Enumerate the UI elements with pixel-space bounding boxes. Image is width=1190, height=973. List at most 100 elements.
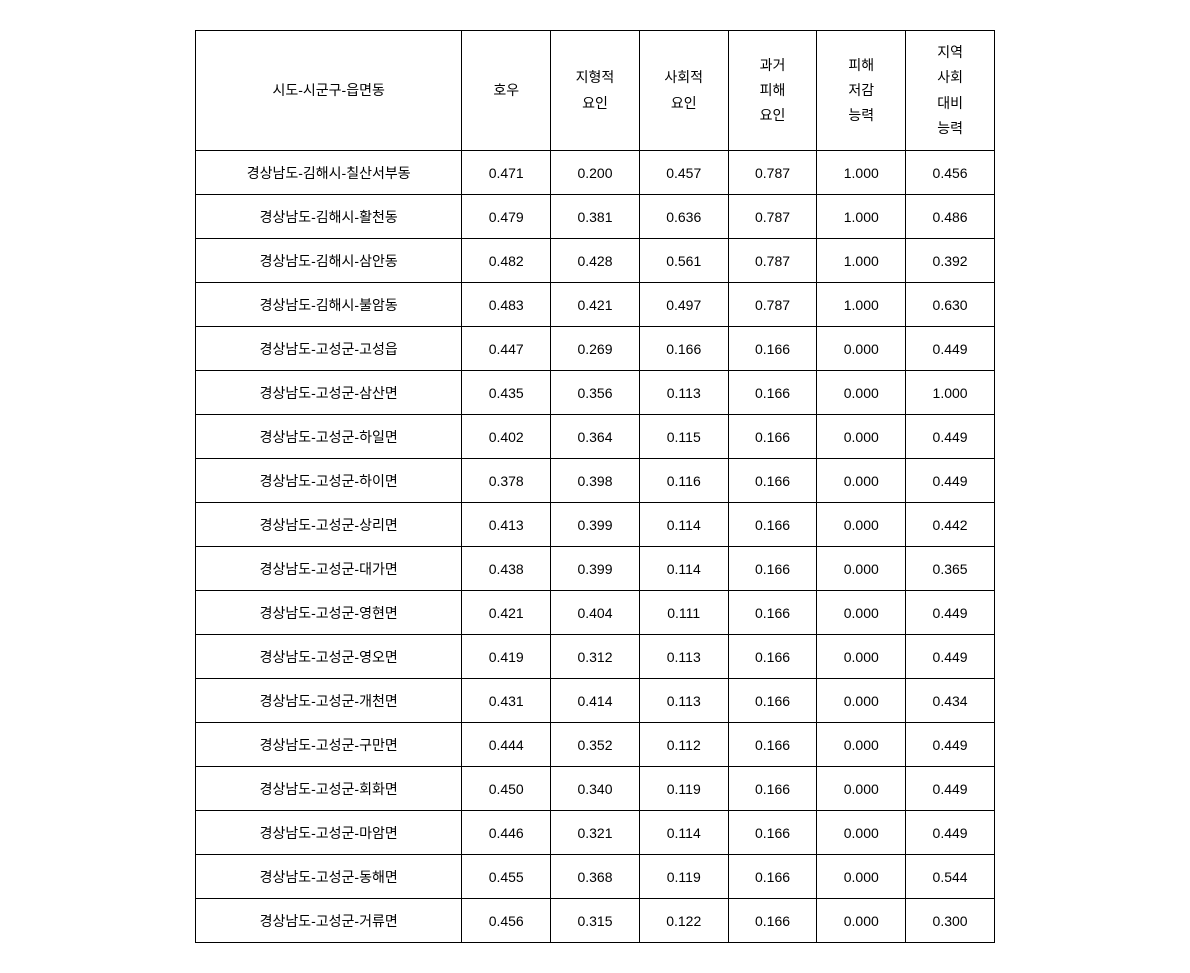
value-text: 0.119 xyxy=(667,781,701,797)
value-text: 0.321 xyxy=(577,825,612,841)
value-cell: 0.000 xyxy=(817,327,906,371)
region-cell: 경상남도-고성군-대가면 xyxy=(196,547,462,591)
table-row: 경상남도-김해시-활천동0.4790.3810.6360.7871.0000.4… xyxy=(196,195,995,239)
value-cell: 0.398 xyxy=(551,459,640,503)
column-header-region: 시도-시군구-읍면동 xyxy=(196,31,462,151)
value-text: 0.114 xyxy=(667,561,701,577)
value-text: 0.166 xyxy=(755,473,790,489)
header-label-stacked: 과거피해요인 xyxy=(729,53,817,129)
value-cell: 0.438 xyxy=(462,547,551,591)
value-cell: 0.482 xyxy=(462,239,551,283)
value-text: 1.000 xyxy=(933,385,968,401)
region-text: 경상남도-고성군-하일면 xyxy=(260,429,398,445)
table-header: 시도-시군구-읍면동호우지형적요인사회적요인과거피해요인피해저감능력지역사회대비… xyxy=(196,31,995,151)
value-cell: 0.787 xyxy=(728,151,817,195)
region-cell: 경상남도-고성군-개천면 xyxy=(196,679,462,723)
value-text: 0.166 xyxy=(755,737,790,753)
value-text: 0.000 xyxy=(844,429,879,445)
value-text: 0.166 xyxy=(755,825,790,841)
column-header-value-4: 과거피해요인 xyxy=(728,31,817,151)
value-text: 0.561 xyxy=(666,253,701,269)
value-text: 0.364 xyxy=(577,429,612,445)
value-text: 0.455 xyxy=(489,869,524,885)
region-cell: 경상남도-고성군-구만면 xyxy=(196,723,462,767)
value-cell: 0.378 xyxy=(462,459,551,503)
value-cell: 0.450 xyxy=(462,767,551,811)
value-text: 0.449 xyxy=(933,737,968,753)
value-text: 0.449 xyxy=(933,429,968,445)
value-text: 0.398 xyxy=(577,473,612,489)
value-cell: 0.457 xyxy=(639,151,728,195)
value-cell: 0.449 xyxy=(906,723,995,767)
value-text: 0.449 xyxy=(933,605,968,621)
column-header-value-5: 피해저감능력 xyxy=(817,31,906,151)
value-text: 0.166 xyxy=(755,649,790,665)
value-cell: 0.116 xyxy=(639,459,728,503)
value-cell: 1.000 xyxy=(817,239,906,283)
table-body: 경상남도-김해시-칠산서부동0.4710.2000.4570.7871.0000… xyxy=(196,151,995,943)
table-row: 경상남도-고성군-마암면0.4460.3210.1140.1660.0000.4… xyxy=(196,811,995,855)
value-text: 0.340 xyxy=(577,781,612,797)
value-text: 0.000 xyxy=(844,473,879,489)
value-text: 0.449 xyxy=(933,825,968,841)
value-cell: 0.312 xyxy=(551,635,640,679)
table-row: 경상남도-고성군-고성읍0.4470.2690.1660.1660.0000.4… xyxy=(196,327,995,371)
value-cell: 0.166 xyxy=(728,371,817,415)
value-cell: 1.000 xyxy=(817,151,906,195)
value-cell: 0.442 xyxy=(906,503,995,547)
value-text: 0.399 xyxy=(577,561,612,577)
value-text: 0.399 xyxy=(577,517,612,533)
value-cell: 0.449 xyxy=(906,327,995,371)
header-label-line: 피해 xyxy=(848,53,874,78)
value-cell: 0.113 xyxy=(639,635,728,679)
value-cell: 0.449 xyxy=(906,459,995,503)
value-cell: 1.000 xyxy=(817,283,906,327)
value-cell: 0.636 xyxy=(639,195,728,239)
value-text: 0.392 xyxy=(933,253,968,269)
value-text: 0.365 xyxy=(933,561,968,577)
value-text: 0.442 xyxy=(933,517,968,533)
region-text: 경상남도-고성군-영현면 xyxy=(260,605,398,621)
table-row: 경상남도-고성군-하이면0.3780.3980.1160.1660.0000.4… xyxy=(196,459,995,503)
region-text: 경상남도-고성군-대가면 xyxy=(260,561,398,577)
value-text: 0.269 xyxy=(577,341,612,357)
value-text: 0.444 xyxy=(489,737,524,753)
value-text: 0.787 xyxy=(755,253,790,269)
value-text: 0.404 xyxy=(577,605,612,621)
value-cell: 0.000 xyxy=(817,371,906,415)
value-text: 0.479 xyxy=(489,209,524,225)
value-cell: 0.434 xyxy=(906,679,995,723)
value-text: 0.000 xyxy=(844,605,879,621)
value-cell: 0.404 xyxy=(551,591,640,635)
region-text: 경상남도-고성군-구만면 xyxy=(260,737,398,753)
value-cell: 0.119 xyxy=(639,855,728,899)
value-cell: 0.122 xyxy=(639,899,728,943)
region-cell: 경상남도-고성군-상리면 xyxy=(196,503,462,547)
value-text: 0.356 xyxy=(577,385,612,401)
region-text: 경상남도-고성군-영오면 xyxy=(260,649,398,665)
column-header-value-3: 사회적요인 xyxy=(639,31,728,151)
value-text: 0.482 xyxy=(489,253,524,269)
value-cell: 0.119 xyxy=(639,767,728,811)
value-text: 0.000 xyxy=(844,825,879,841)
value-text: 0.630 xyxy=(933,297,968,313)
value-text: 0.112 xyxy=(667,737,701,753)
value-text: 0.113 xyxy=(667,649,701,665)
region-text: 경상남도-고성군-고성읍 xyxy=(260,341,398,357)
value-text: 0.352 xyxy=(577,737,612,753)
value-text: 0.000 xyxy=(844,561,879,577)
region-cell: 경상남도-김해시-활천동 xyxy=(196,195,462,239)
value-text: 0.113 xyxy=(667,693,701,709)
value-cell: 0.166 xyxy=(728,591,817,635)
value-cell: 0.368 xyxy=(551,855,640,899)
region-text: 경상남도-고성군-거류면 xyxy=(260,913,398,929)
value-cell: 0.419 xyxy=(462,635,551,679)
value-text: 0.378 xyxy=(489,473,524,489)
value-text: 0.544 xyxy=(933,869,968,885)
value-text: 0.636 xyxy=(666,209,701,225)
value-cell: 0.114 xyxy=(639,503,728,547)
value-cell: 0.352 xyxy=(551,723,640,767)
value-text: 0.449 xyxy=(933,649,968,665)
table-row: 경상남도-고성군-거류면0.4560.3150.1220.1660.0000.3… xyxy=(196,899,995,943)
region-text: 경상남도-고성군-회화면 xyxy=(260,781,398,797)
